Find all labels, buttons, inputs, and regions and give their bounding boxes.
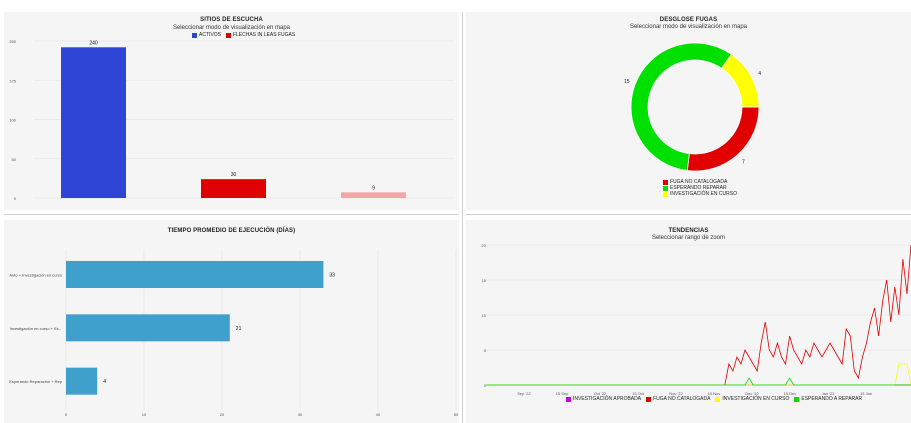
category-label: Investigación en curso + Es... <box>10 326 62 331</box>
y-tick-label: 10 <box>482 313 487 318</box>
bar <box>61 47 126 198</box>
y-tick-label: 50 <box>12 157 17 162</box>
x-tick-label: 15 Nov <box>708 391 721 396</box>
legend-label[interactable]: INVESTIGACIÓN APROBADA <box>573 396 642 402</box>
y-tick-label: 100 <box>9 118 16 123</box>
y-tick-label: 175 <box>9 78 16 83</box>
bar <box>341 192 406 198</box>
category-label: Auto + Investigación en curso <box>9 273 62 278</box>
x-tick-label: Nov '22 <box>669 391 683 396</box>
divider <box>462 12 463 423</box>
leaks-legend-item[interactable]: FUGA NO CATALOGADA <box>663 179 727 185</box>
divider <box>466 214 911 215</box>
exec-time-panel: TIEMPO PROMEDIO DE EJECUCIÓN (DÍAS) 0 10 2… <box>4 220 459 423</box>
x-tick-label: 40 <box>376 412 381 417</box>
x-tick-label: 15 Sep <box>556 391 569 396</box>
legend-label[interactable]: INVESTIGACIÓN EN CURSO <box>722 396 790 402</box>
y-tick-label: 20 <box>482 243 487 248</box>
legend-swatch <box>663 179 668 185</box>
slice-value-label: 4 <box>758 71 761 77</box>
x-tick-label: 15 Oct <box>632 391 645 396</box>
sites-subtitle[interactable]: Seleccionar modo de visualización en map… <box>172 25 291 31</box>
trends-subtitle[interactable]: Seleccionar rango de zoom <box>651 235 726 241</box>
trends-panel: TENDENCIAS Seleccionar rango de zoom 20 1… <box>466 220 911 423</box>
sites-panel: SITIOS DE ESCUCHA Seleccionar modo de vi… <box>4 12 459 210</box>
x-tick-label: Dec '22 <box>745 391 759 396</box>
series-line <box>486 363 911 386</box>
legend-swatch <box>646 396 652 402</box>
y-tick-label: 0 <box>484 383 487 388</box>
slice-value-label: 7 <box>742 160 745 166</box>
leaks-legend-item[interactable]: INVESTIGACIÓN EN CURSO <box>663 191 737 197</box>
legend-label: FUGA NO CATALOGADA <box>670 179 728 185</box>
y-tick-label: 0 <box>14 196 17 201</box>
sites-bar-chart: 250 175 100 50 0 240 30 9 <box>9 39 454 201</box>
x-tick-label: Sep '22 <box>517 391 531 396</box>
x-tick-label: 10 <box>142 412 147 417</box>
bar <box>201 179 266 198</box>
leaks-subtitle[interactable]: Seleccionar modo de visualización en map… <box>629 24 748 30</box>
x-tick-label: Oct '22 <box>594 391 607 396</box>
bar-value-label: 4 <box>103 379 106 385</box>
x-tick-label: 0 <box>65 412 68 417</box>
donut-slice <box>721 53 760 108</box>
bar <box>66 314 230 342</box>
x-tick-label: 20 <box>220 412 225 417</box>
bar-value-label: 240 <box>89 40 98 46</box>
donut-slice <box>630 42 732 171</box>
leaks-title: DESGLOSE FUGAS <box>659 17 718 23</box>
bar-value-label: 33 <box>329 273 335 279</box>
trends-title: TENDENCIAS <box>668 228 709 234</box>
sites-title: SITIOS DE ESCUCHA <box>200 17 263 23</box>
x-tick-label: 15 Dec <box>784 391 797 396</box>
donut-slice <box>686 106 760 172</box>
trends-legend: INVESTIGACIÓN APROBADA FUGA NO CATALOGAD… <box>566 396 862 402</box>
trends-line-chart: 20 15 10 5 0 Sep '22 15 Sep Oct '22 15 Oct Nov '2… <box>482 243 911 396</box>
bar-value-label: 21 <box>236 326 242 332</box>
slice-value-label: 15 <box>624 79 630 85</box>
bar-value-label: 30 <box>231 172 237 178</box>
y-tick-label: 5 <box>484 348 487 353</box>
divider <box>4 214 459 215</box>
series-line <box>486 377 911 386</box>
legend-swatch <box>663 185 668 191</box>
sites-legend: ACTIVOS FLECHAS IN LEAS FUGAS <box>192 32 295 38</box>
bar-value-label: 9 <box>372 185 375 191</box>
legend-label[interactable]: ESPERANDO A REPARAR <box>801 396 863 402</box>
legend-label: INVESTIGACIÓN EN CURSO <box>670 191 737 197</box>
legend-swatch <box>715 396 721 402</box>
x-tick-label: Jan '23 <box>822 391 836 396</box>
exec-time-bar-chart: 0 10 20 30 40 50 33 Auto + Investigación en cur… <box>9 250 459 417</box>
legend-swatch <box>794 396 800 402</box>
leaks-panel: DESGLOSE FUGAS Seleccionar modo de visua… <box>466 12 911 210</box>
exec-time-title: TIEMPO PROMEDIO DE EJECUCIÓN (DÍAS) <box>167 228 296 234</box>
legend-label[interactable]: FLECHAS IN LEAS FUGAS <box>232 32 296 38</box>
leaks-legend-item[interactable]: ESPERANDO REPARAR <box>663 185 727 191</box>
legend-label[interactable]: FUGA NO CATALOGADA <box>653 396 711 402</box>
legend-swatch <box>225 32 231 38</box>
x-tick-label: 50 <box>454 412 459 417</box>
y-tick-label: 250 <box>9 39 16 44</box>
legend-label[interactable]: ACTIVOS <box>199 32 221 38</box>
legend-label: ESPERANDO REPARAR <box>670 185 727 191</box>
y-tick-label: 15 <box>482 278 487 283</box>
legend-swatch <box>192 32 197 38</box>
x-tick-label: 15 Jan <box>860 391 872 396</box>
bar <box>66 367 98 395</box>
legend-swatch <box>663 191 668 197</box>
x-tick-label: 30 <box>298 412 303 417</box>
leaks-donut-chart: 7 15 4 <box>624 42 761 172</box>
bar <box>66 261 324 288</box>
legend-swatch <box>566 396 571 402</box>
category-label: Esperando Reparación + Rep <box>9 379 63 384</box>
